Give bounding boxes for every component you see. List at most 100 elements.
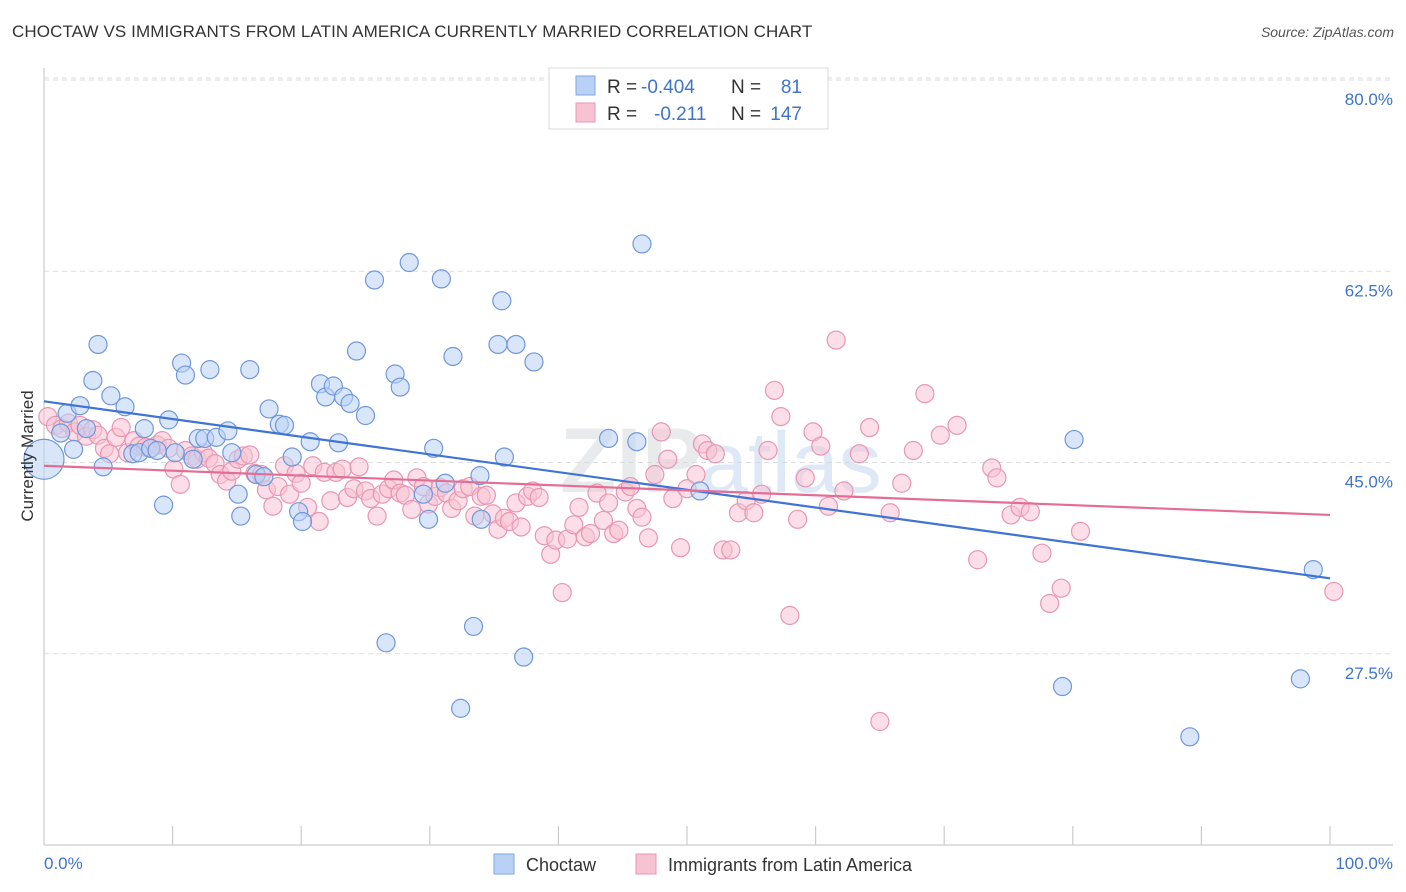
legend-n-value-choctaw: 81 bbox=[781, 77, 802, 98]
point-choctaw bbox=[494, 447, 514, 467]
point-immigrants bbox=[930, 425, 950, 445]
point-immigrants bbox=[968, 550, 988, 570]
point-immigrants bbox=[321, 491, 341, 511]
bottom-legend: Choctaw Immigrants from Latin America bbox=[493, 853, 913, 875]
point-choctaw bbox=[300, 432, 320, 452]
point-immigrants bbox=[552, 582, 572, 603]
point-immigrants bbox=[309, 511, 329, 532]
point-choctaw bbox=[76, 419, 97, 439]
point-immigrants bbox=[811, 436, 831, 456]
point-immigrants bbox=[645, 464, 665, 485]
point-immigrants bbox=[721, 540, 741, 560]
point-choctaw bbox=[254, 467, 274, 487]
point-choctaw bbox=[165, 443, 185, 463]
point-immigrants bbox=[111, 417, 131, 438]
point-choctaw bbox=[292, 511, 313, 532]
legend-n-value-immigrants: 147 bbox=[770, 104, 802, 125]
point-immigrants bbox=[818, 496, 839, 516]
point-immigrants bbox=[892, 473, 912, 493]
point-choctaw bbox=[147, 440, 167, 461]
point-choctaw bbox=[514, 647, 534, 667]
point-choctaw bbox=[376, 633, 396, 653]
point-immigrants bbox=[638, 528, 659, 548]
point-immigrants bbox=[780, 605, 800, 626]
point-immigrants bbox=[529, 487, 549, 508]
point-immigrants bbox=[609, 520, 629, 540]
point-immigrants bbox=[870, 711, 890, 732]
legend-r-label-choctaw: R = bbox=[607, 77, 637, 98]
point-immigrants bbox=[771, 407, 791, 427]
y-tick-label: 80.0% bbox=[1345, 90, 1393, 109]
point-choctaw bbox=[1180, 727, 1200, 747]
y-tick-label: 27.5% bbox=[1345, 664, 1393, 683]
point-immigrants bbox=[569, 497, 589, 517]
point-immigrants bbox=[860, 417, 880, 438]
x-tick-label-min: 0.0% bbox=[44, 854, 83, 873]
point-choctaw bbox=[101, 386, 121, 406]
y-axis-title: Currently Married bbox=[18, 390, 37, 521]
point-immigrants bbox=[1070, 521, 1091, 541]
legend-swatch-choctaw bbox=[575, 75, 596, 96]
point-choctaw bbox=[627, 432, 647, 452]
point-choctaw bbox=[51, 423, 71, 443]
point-immigrants bbox=[332, 459, 352, 479]
point-immigrants bbox=[367, 506, 387, 526]
point-choctaw bbox=[355, 405, 376, 426]
point-immigrants bbox=[947, 415, 967, 435]
legend-n-label-choctaw: N = bbox=[731, 77, 761, 98]
point-choctaw bbox=[488, 334, 508, 355]
bottom-legend-swatch-choctaw bbox=[493, 853, 515, 875]
point-choctaw bbox=[218, 421, 238, 441]
point-immigrants bbox=[1324, 581, 1344, 602]
point-immigrants bbox=[580, 523, 601, 544]
point-immigrants bbox=[1020, 502, 1040, 522]
bottom-legend-label-choctaw: Choctaw bbox=[526, 855, 597, 875]
point-immigrants bbox=[1040, 593, 1060, 614]
bottom-legend-label-immigrants: Immigrants from Latin America bbox=[668, 855, 913, 875]
point-choctaw bbox=[443, 346, 463, 367]
point-immigrants bbox=[564, 515, 584, 535]
point-immigrants bbox=[658, 449, 678, 469]
point-immigrants bbox=[1051, 578, 1071, 598]
y-tick-label: 62.5% bbox=[1345, 281, 1393, 300]
point-immigrants bbox=[240, 445, 260, 465]
trend-line-immigrants bbox=[43, 464, 1331, 517]
point-choctaw bbox=[1290, 669, 1311, 689]
bottom-legend-swatch-immigrants bbox=[635, 853, 657, 875]
point-choctaw bbox=[134, 419, 154, 439]
y-tick-label: 45.0% bbox=[1345, 473, 1393, 492]
point-choctaw bbox=[63, 439, 84, 459]
point-choctaw bbox=[431, 269, 451, 289]
point-choctaw bbox=[222, 443, 242, 463]
point-choctaw bbox=[175, 365, 196, 385]
point-immigrants bbox=[511, 517, 531, 537]
point-immigrants bbox=[787, 509, 808, 529]
point-immigrants bbox=[987, 468, 1007, 488]
point-choctaw bbox=[399, 252, 419, 273]
chart-title: CHOCTAW VS IMMIGRANTS FROM LATIN AMERICA… bbox=[12, 22, 813, 41]
point-immigrants bbox=[670, 538, 691, 558]
point-choctaw bbox=[274, 415, 295, 435]
legend-r-label-immigrants: R = bbox=[607, 104, 637, 125]
point-choctaw bbox=[390, 377, 410, 397]
point-immigrants bbox=[263, 496, 283, 516]
point-choctaw bbox=[259, 399, 279, 419]
series-immigrants-points bbox=[38, 330, 1344, 732]
point-immigrants bbox=[476, 485, 496, 505]
point-immigrants bbox=[795, 468, 815, 488]
point-choctaw bbox=[23, 438, 65, 480]
point-choctaw bbox=[506, 334, 526, 355]
point-choctaw bbox=[418, 509, 439, 529]
point-immigrants bbox=[349, 457, 369, 477]
point-choctaw bbox=[424, 438, 444, 458]
point-choctaw bbox=[524, 352, 544, 372]
point-immigrants bbox=[598, 493, 619, 513]
series-choctaw-points bbox=[23, 234, 1323, 747]
point-choctaw bbox=[364, 270, 385, 290]
point-immigrants bbox=[1032, 543, 1052, 563]
source-label: Source: ZipAtlas.com bbox=[1260, 24, 1394, 40]
trend-lines bbox=[43, 400, 1331, 580]
point-choctaw bbox=[1303, 559, 1323, 580]
point-choctaw bbox=[1064, 429, 1084, 450]
